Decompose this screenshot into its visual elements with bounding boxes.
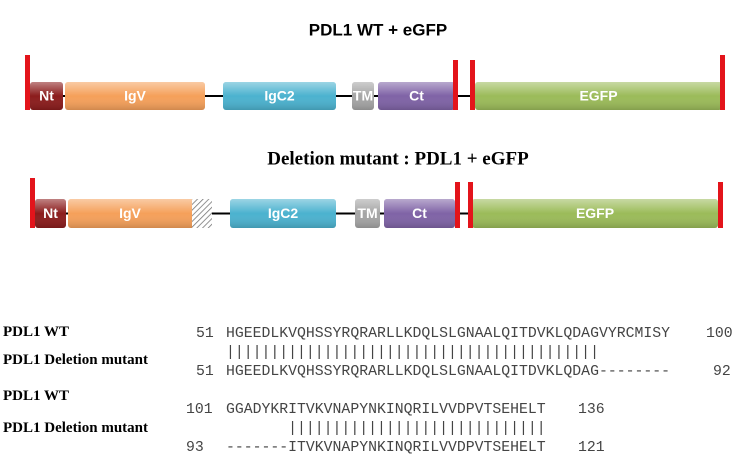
end-position: 100 [706,326,733,342]
end-position: 136 [578,402,605,418]
boundary-marker [455,182,460,228]
boundary-marker [30,178,35,228]
start-position: 101 [186,402,213,418]
domain-gloss [472,199,718,228]
boundary-marker [470,60,475,110]
domain-gloss [230,199,336,228]
domain-gloss [223,82,336,110]
sequence: GGADYKRITVKVNAPYNKINQRILVVDPVTSEHELT [226,402,546,418]
domain-label: Nt [39,88,54,104]
construct-title: Deletion mutant : PDL1 + eGFP [267,148,529,169]
domain-gloss [384,199,455,228]
domain-gloss [68,199,212,228]
domain-gloss [475,82,722,110]
boundary-marker [25,55,30,110]
boundary-marker [468,182,473,228]
sequence-label: PDL1 Deletion mutant [3,420,148,436]
start-position: 51 [196,364,214,380]
domain-label: Ct [409,88,424,104]
sequence: HGEEDLKVQHSSYRQRARLLKDQLSLGNAALQITDVKLQD… [226,326,670,342]
domain-label: EGFP [579,88,617,104]
constructs: PDL1 WT + eGFP Deletion mutant : PDL1 + … [25,20,725,228]
sequence: -------ITVKVNAPYNKINQRILVVDPVTSEHELT [226,440,546,456]
sequence-label: PDL1 WT [3,388,69,404]
boundary-marker [718,182,723,228]
domain-label: TM [357,205,377,221]
domain-label: IgC2 [268,205,299,221]
domain-gloss [378,82,455,110]
domain-label: IgC2 [264,88,295,104]
sequence-label: PDL1 WT [3,324,69,340]
domain-label: TM [353,88,373,104]
domain-gloss [35,199,66,228]
match-line: ||||||||||||||||||||||||||||||||||||||||… [226,345,599,361]
domain-label: IgV [119,205,141,221]
domain-label: Nt [43,205,58,221]
domain-gloss [352,82,374,110]
domain-gloss [65,82,205,110]
boundary-marker [453,60,458,110]
start-position: 93 [186,440,204,456]
boundary-marker [720,55,725,110]
construct-title: PDL1 WT + eGFP [309,20,447,39]
domain-gloss [30,82,63,110]
sequence: HGEEDLKVQHSSYRQRARLLKDQLSLGNAALQITDVKLQD… [226,364,670,380]
domain-gloss [355,199,380,228]
sequence-label: PDL1 Deletion mutant [3,352,148,368]
deletion-hatch [192,199,212,228]
domain-label: Ct [412,205,427,221]
end-position: 121 [578,440,605,456]
start-position: 51 [196,326,214,342]
domain-label: EGFP [576,205,614,221]
match-line: ||||||||||||||||||||||||||||| [288,421,546,437]
domain-label: IgV [124,88,146,104]
end-position: 92 [713,364,731,380]
